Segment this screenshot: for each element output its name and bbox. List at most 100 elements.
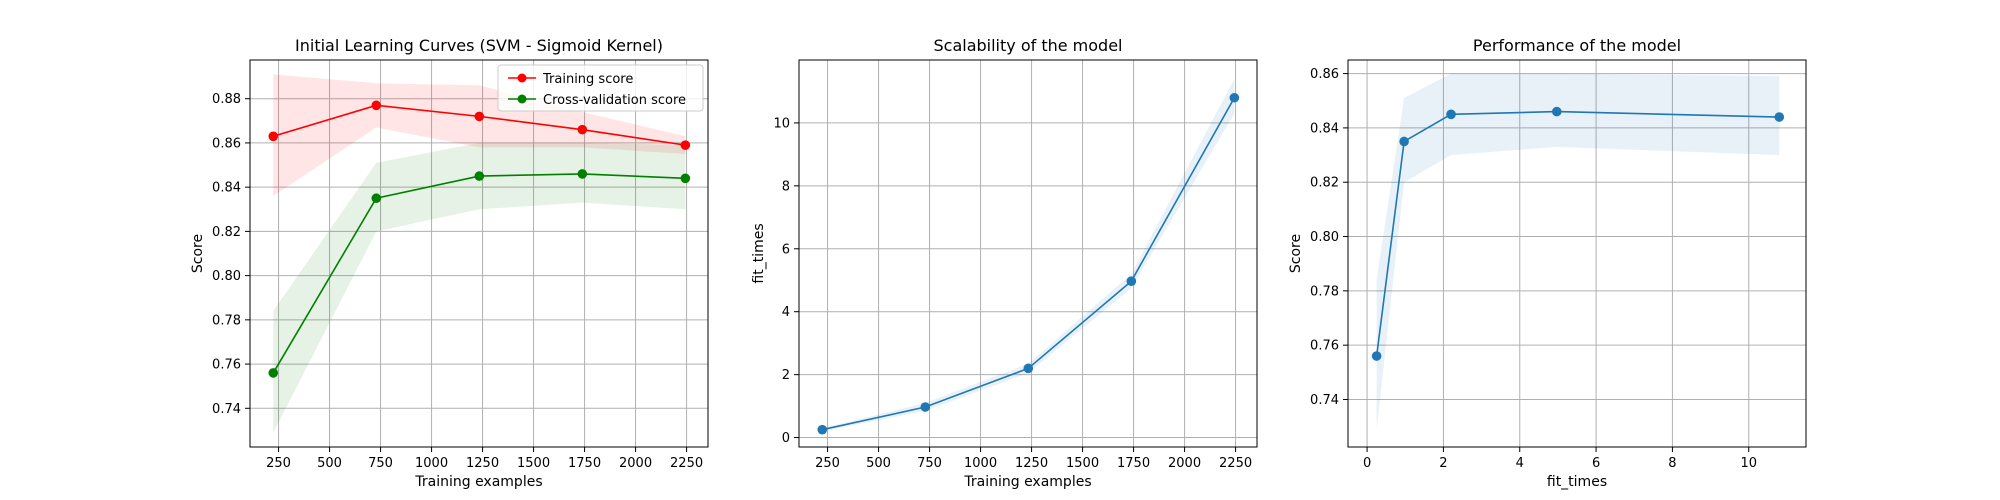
y-tick-label: 0.88 bbox=[212, 92, 241, 107]
training-score-point bbox=[268, 131, 279, 142]
x-tick-label: 250 bbox=[815, 456, 840, 471]
y-tick-label: 0.82 bbox=[1310, 176, 1339, 191]
y-tick-label: 0.74 bbox=[1310, 393, 1339, 408]
x-tick-label: 750 bbox=[368, 456, 393, 471]
y-tick-label: 6 bbox=[782, 242, 790, 257]
x-tick-label: 2000 bbox=[1168, 456, 1201, 471]
y-axis-label: Score bbox=[190, 234, 206, 273]
chart-title: Initial Learning Curves (SVM - Sigmoid K… bbox=[295, 36, 663, 55]
grid bbox=[799, 60, 1257, 447]
chart-title: Scalability of the model bbox=[934, 36, 1123, 55]
cross-validation-score-point bbox=[577, 169, 588, 179]
x-tick-label: 1000 bbox=[964, 456, 997, 471]
series-1-point bbox=[1774, 112, 1785, 122]
y-tick-label: 0.76 bbox=[212, 358, 241, 373]
y-tick-label: 0.78 bbox=[1310, 284, 1339, 299]
x-tick-label: 250 bbox=[266, 456, 291, 471]
y-axis-label: Score bbox=[1288, 234, 1304, 273]
x-tick-label: 500 bbox=[866, 456, 891, 471]
performance-panel: 0 2 4 6 8 10 0.74 0.76 0.78 0.80 0.82 0.84 0.86 Perf… bbox=[1288, 36, 1807, 490]
series-1-point bbox=[1126, 276, 1137, 286]
x-tick-label: 1500 bbox=[1066, 456, 1099, 471]
chart-title: Performance of the model bbox=[1473, 36, 1681, 55]
axes-frame bbox=[249, 59, 709, 448]
x-tick-label: 2250 bbox=[670, 456, 703, 471]
series-points bbox=[817, 92, 1240, 435]
axes-frame bbox=[798, 59, 1258, 448]
learning-curve-panel: 250 500 750 1000 1250 1500 1750 2000 2250 0.74 0.7… bbox=[190, 36, 709, 490]
y-tick-label: 8 bbox=[782, 179, 790, 194]
series-points bbox=[1371, 106, 1785, 361]
legend-marker-cross-validation-score bbox=[517, 94, 527, 104]
series-1-point bbox=[1399, 136, 1409, 147]
cross-validation-score-point bbox=[268, 368, 279, 378]
x-tick-label: 2000 bbox=[619, 456, 652, 471]
x-tick-label: 2 bbox=[1439, 456, 1447, 471]
axes-frame bbox=[1347, 59, 1807, 448]
series-1-point bbox=[1446, 109, 1456, 120]
plot-area bbox=[799, 60, 1257, 447]
cross-validation-score-point bbox=[371, 193, 382, 204]
y-tick-label: 0.84 bbox=[212, 181, 241, 196]
x-axis-label: Training examples bbox=[414, 474, 542, 490]
legend: Training score Cross-validation score bbox=[497, 64, 704, 112]
x-tick-label: 10 bbox=[1740, 456, 1757, 471]
legend-marker-training-score bbox=[517, 73, 527, 83]
x-tick-label: 4 bbox=[1516, 456, 1524, 471]
ticks: 250 500 750 1000 1250 1500 1750 2000 2250 0.74 0.7… bbox=[212, 92, 703, 471]
y-tick-label: 4 bbox=[782, 305, 790, 320]
x-tick-label: 1250 bbox=[466, 456, 499, 471]
x-tick-label: 2250 bbox=[1219, 456, 1252, 471]
series-1-point bbox=[1229, 92, 1240, 103]
x-tick-label: 1750 bbox=[1117, 456, 1150, 471]
y-tick-label: 0.76 bbox=[1310, 339, 1339, 354]
x-tick-label: 1500 bbox=[517, 456, 550, 471]
y-tick-label: 0.80 bbox=[1310, 230, 1339, 245]
y-tick-label: 0.80 bbox=[212, 269, 241, 284]
series-1-band bbox=[1376, 73, 1780, 430]
ticks: 250 500 750 1000 1250 1500 1750 2000 2250 0 2 4 6 8 10 bbox=[773, 116, 1252, 471]
legend-label-training-score: Training score bbox=[542, 72, 633, 87]
training-score-point bbox=[680, 140, 691, 150]
training-score-point bbox=[371, 100, 382, 111]
cross-validation-score-point bbox=[680, 173, 691, 184]
y-tick-label: 2 bbox=[782, 368, 790, 383]
y-tick-label: 0 bbox=[782, 431, 790, 446]
series-1-point bbox=[817, 424, 828, 435]
series-points bbox=[268, 100, 691, 378]
training-score-point bbox=[474, 111, 485, 122]
series-1-point bbox=[1023, 363, 1034, 374]
y-axis-label: fit_times bbox=[751, 223, 767, 283]
x-tick-label: 6 bbox=[1592, 456, 1600, 471]
y-tick-label: 0.78 bbox=[212, 313, 241, 328]
x-tick-label: 0 bbox=[1363, 456, 1371, 471]
x-tick-label: 1250 bbox=[1015, 456, 1048, 471]
plot-area bbox=[250, 60, 708, 447]
plot-area bbox=[1348, 60, 1806, 447]
y-tick-label: 0.82 bbox=[212, 225, 241, 240]
legend-label-cross-validation-score: Cross-validation score bbox=[543, 93, 686, 108]
x-tick-label: 750 bbox=[917, 456, 942, 471]
series-1-point bbox=[920, 402, 931, 412]
grid bbox=[1348, 60, 1806, 447]
scalability-panel: 250 500 750 1000 1250 1500 1750 2000 2250 0 2 4 6 8 10… bbox=[751, 36, 1258, 490]
training-score-point bbox=[577, 124, 588, 135]
y-tick-label: 0.74 bbox=[212, 402, 241, 417]
x-tick-label: 8 bbox=[1668, 456, 1676, 471]
x-tick-label: 1750 bbox=[568, 456, 601, 471]
cross-validation-score-band bbox=[273, 142, 686, 433]
ticks: 0 2 4 6 8 10 0.74 0.76 0.78 0.80 0.82 0.84 0.86 bbox=[1310, 67, 1757, 471]
x-axis-label: Training examples bbox=[963, 474, 1091, 490]
cross-validation-score-point bbox=[474, 171, 485, 181]
confidence-bands bbox=[1376, 73, 1780, 430]
y-tick-label: 10 bbox=[773, 116, 790, 131]
y-tick-label: 0.86 bbox=[1310, 67, 1339, 82]
x-tick-label: 500 bbox=[317, 456, 342, 471]
legend-box bbox=[497, 64, 704, 112]
y-tick-label: 0.84 bbox=[1310, 121, 1339, 136]
series-1-point bbox=[1371, 351, 1382, 361]
y-tick-label: 0.86 bbox=[212, 136, 241, 151]
x-axis-label: fit_times bbox=[1547, 474, 1607, 490]
series-1-point bbox=[1551, 106, 1562, 117]
